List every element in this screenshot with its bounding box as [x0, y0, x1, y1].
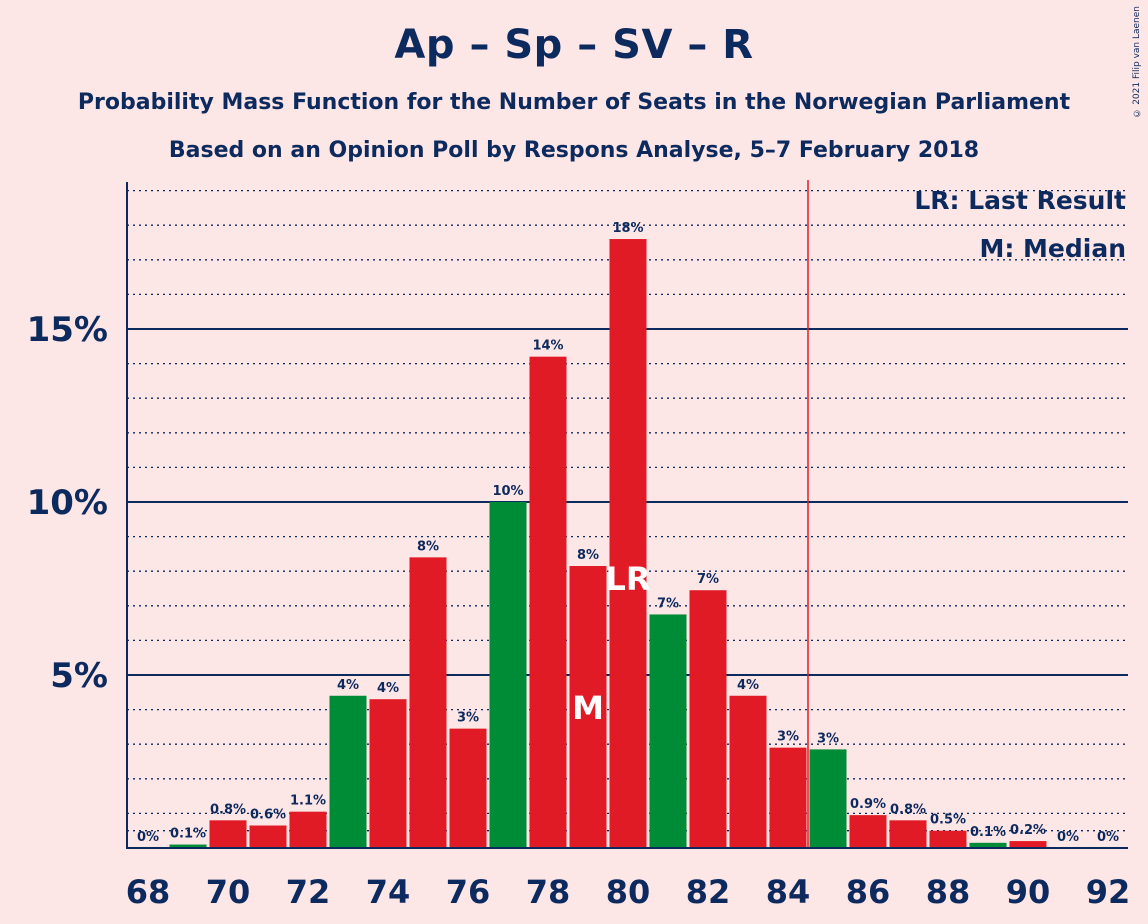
bar-value-label: 0.9% — [850, 797, 886, 812]
bar-value-label: 3% — [817, 731, 839, 746]
x-tick-label: 78 — [526, 873, 571, 911]
bar-value-label: 8% — [417, 539, 439, 554]
x-tick-label: 82 — [686, 873, 731, 911]
bar — [729, 695, 767, 848]
bar — [169, 844, 207, 848]
median-marker: M — [572, 689, 604, 727]
bar-value-label: 0% — [1057, 830, 1079, 845]
x-tick-label: 90 — [1006, 873, 1051, 911]
x-tick-label: 76 — [446, 873, 491, 911]
bar — [689, 590, 727, 848]
bar — [209, 820, 247, 848]
bar — [249, 825, 287, 848]
bar — [609, 239, 647, 849]
bar-value-label: 0.1% — [970, 825, 1006, 840]
bar — [369, 699, 407, 848]
y-tick-label: 5% — [50, 656, 108, 696]
bar-value-label: 10% — [492, 484, 523, 499]
bar-value-label: 4% — [737, 678, 759, 693]
last-result-marker: LR — [605, 560, 650, 598]
bar-value-label: 4% — [377, 681, 399, 696]
x-tick-label: 92 — [1086, 873, 1131, 911]
bar — [289, 811, 327, 848]
bar — [849, 815, 887, 848]
legend-median: M: Median — [979, 234, 1126, 263]
bar-value-label: 8% — [577, 548, 599, 563]
bar — [809, 749, 847, 848]
bar-value-label: 1.1% — [290, 794, 326, 809]
bar — [1009, 841, 1047, 848]
bar-value-label: 0.1% — [170, 827, 206, 842]
bar — [529, 356, 567, 848]
x-tick-label: 70 — [206, 873, 251, 911]
x-tick-label: 74 — [366, 873, 411, 911]
bar — [489, 502, 527, 848]
x-tick-label: 84 — [766, 873, 811, 911]
bar — [889, 820, 927, 848]
bar-value-label: 3% — [777, 730, 799, 745]
bar — [969, 842, 1007, 848]
bar — [649, 614, 687, 848]
bar — [449, 728, 487, 848]
bar-value-label: 3% — [457, 711, 479, 726]
bar-value-label: 0.8% — [890, 802, 926, 817]
bar-value-label: 14% — [532, 339, 563, 354]
y-tick-label: 15% — [27, 310, 108, 350]
bar-value-label: 0% — [1097, 830, 1119, 845]
bar — [329, 695, 367, 848]
bar-value-label: 0.6% — [250, 808, 286, 823]
legend-last-result: LR: Last Result — [914, 186, 1126, 215]
bar-value-label: 0.8% — [210, 802, 246, 817]
bar-value-label: 4% — [337, 678, 359, 693]
x-tick-label: 88 — [926, 873, 971, 911]
bar-value-label: 0.2% — [1010, 823, 1046, 838]
bar-value-label: 7% — [697, 572, 719, 587]
chart-subtitle-1: Probability Mass Function for the Number… — [77, 90, 1071, 115]
bar-value-label: 0.5% — [930, 813, 966, 828]
x-tick-label: 86 — [846, 873, 891, 911]
chart-title: Ap – Sp – SV – R — [394, 22, 754, 68]
bar — [409, 557, 447, 848]
x-tick-label: 68 — [126, 873, 171, 911]
bar-value-label: 18% — [612, 221, 643, 236]
chart-subtitle-2: Based on an Opinion Poll by Respons Anal… — [168, 138, 980, 163]
bar-value-label: 7% — [657, 596, 679, 611]
bar — [929, 830, 967, 848]
x-tick-label: 80 — [606, 873, 651, 911]
y-tick-label: 10% — [27, 483, 108, 523]
bar-value-label: 0% — [137, 830, 159, 845]
bar — [569, 566, 607, 848]
x-tick-label: 72 — [286, 873, 331, 911]
bar — [769, 747, 807, 848]
